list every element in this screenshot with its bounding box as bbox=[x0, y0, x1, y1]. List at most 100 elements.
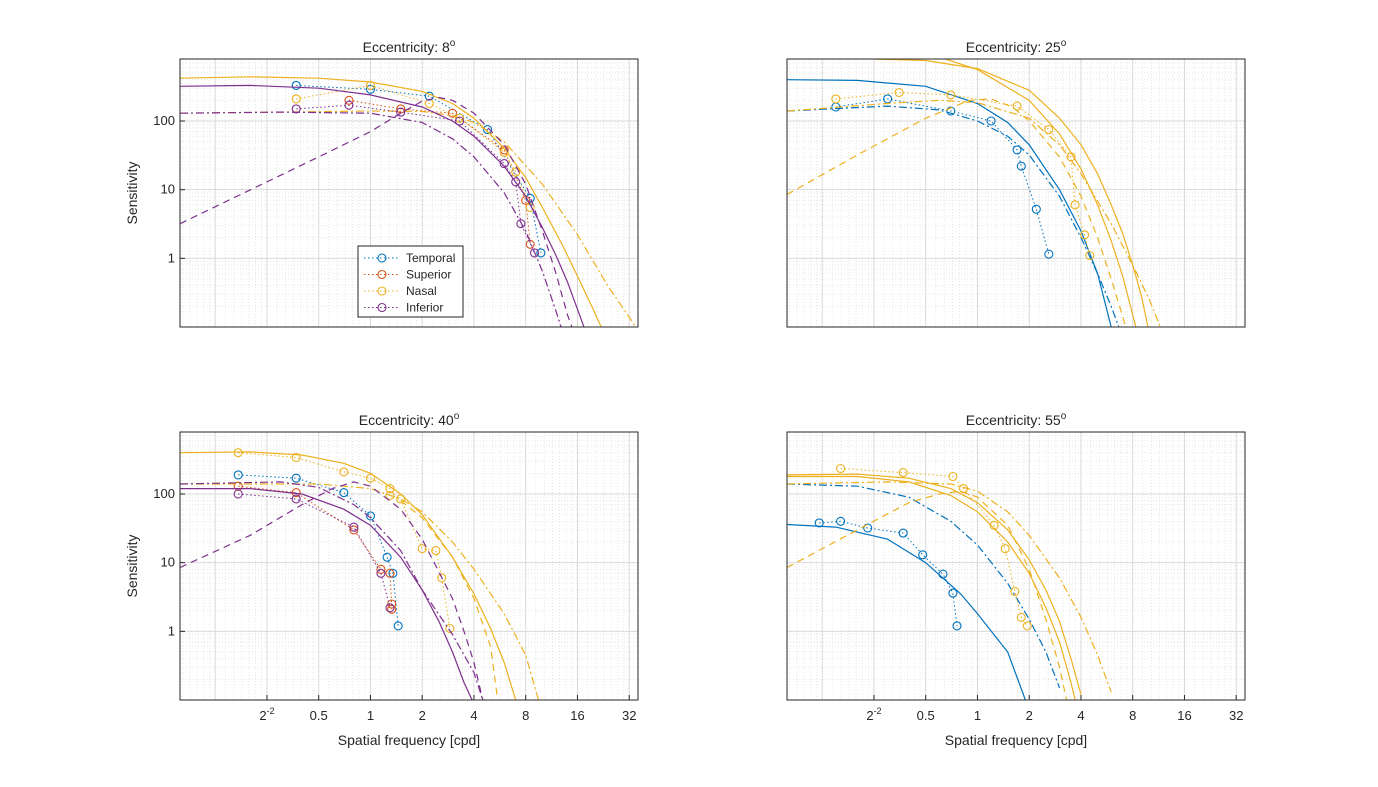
data-point-nasal bbox=[898, 468, 908, 478]
legend-marker-inferior bbox=[377, 302, 387, 313]
data-point-inferior bbox=[376, 568, 386, 578]
data-point-nasal bbox=[437, 573, 447, 583]
data-point-nasal bbox=[291, 94, 301, 104]
plot-area bbox=[787, 59, 1161, 327]
y-tick-label: 100 bbox=[153, 113, 175, 128]
x-tick-label: 32 bbox=[1229, 708, 1243, 723]
fit-curve-nasal bbox=[787, 475, 1076, 700]
x-tick-label: 16 bbox=[1177, 708, 1191, 723]
fit-curve-inferior bbox=[180, 488, 473, 700]
data-line-superior bbox=[348, 99, 531, 245]
data-point-temporal bbox=[1044, 249, 1054, 259]
data-point-inferior bbox=[511, 177, 521, 187]
x-axis-label: Spatial frequency [cpd] bbox=[338, 732, 480, 748]
data-point-temporal bbox=[339, 488, 349, 498]
data-point-inferior bbox=[344, 100, 354, 110]
fit-curve-nasal bbox=[787, 98, 1127, 327]
data-point-nasal bbox=[1016, 612, 1026, 622]
y-tick-label: 1 bbox=[168, 623, 175, 638]
legend-label-nasal: Nasal bbox=[406, 284, 437, 298]
data-point-nasal bbox=[946, 90, 956, 100]
legend: Temporal Superior Nasal Inferior bbox=[357, 245, 464, 318]
data-point-nasal bbox=[365, 473, 376, 483]
data-point-inferior bbox=[499, 159, 509, 169]
data-point-temporal bbox=[365, 84, 376, 94]
axes-box bbox=[179, 58, 639, 328]
data-point-temporal bbox=[948, 588, 958, 598]
axes-box bbox=[786, 431, 1246, 701]
axes-box bbox=[179, 431, 639, 701]
data-point-nasal bbox=[1044, 125, 1054, 135]
y-tick-label: 10 bbox=[161, 182, 175, 197]
fit-curve-inferior bbox=[180, 96, 573, 327]
x-tick-label: 2 bbox=[1026, 708, 1033, 723]
data-point-superior bbox=[385, 568, 395, 578]
data-point-nasal bbox=[1022, 621, 1032, 631]
data-point-nasal bbox=[1010, 586, 1020, 597]
x-tick-label: 4 bbox=[1077, 708, 1084, 723]
fit-curve-nasal bbox=[787, 481, 1112, 693]
data-point-nasal bbox=[831, 94, 841, 104]
legend-label-temporal: Temporal bbox=[406, 251, 455, 265]
data-point-temporal bbox=[952, 621, 962, 631]
x-tick-label: 32 bbox=[622, 708, 636, 723]
data-point-temporal bbox=[233, 470, 243, 480]
legend-label-inferior: Inferior bbox=[406, 301, 443, 315]
data-point-nasal bbox=[365, 80, 376, 90]
data-point-nasal bbox=[1000, 544, 1010, 554]
legend-marker-temporal bbox=[377, 253, 387, 263]
fit-curve-nasal bbox=[180, 76, 602, 327]
fit-curve-temporal bbox=[787, 79, 1112, 327]
data-point-nasal bbox=[385, 490, 395, 501]
data-point-inferior bbox=[291, 494, 301, 504]
plot-area bbox=[787, 463, 1112, 700]
data-point-nasal bbox=[1066, 152, 1076, 162]
data-point-inferior bbox=[516, 219, 526, 229]
data-point-nasal bbox=[455, 113, 465, 123]
data-point-temporal bbox=[863, 523, 873, 533]
data-point-superior bbox=[344, 95, 354, 105]
data-line-temporal bbox=[238, 474, 399, 626]
data-point-temporal bbox=[898, 528, 908, 538]
data-point-nasal bbox=[445, 623, 455, 634]
plot-area bbox=[180, 76, 637, 327]
data-point-temporal bbox=[1012, 145, 1022, 155]
x-tick-label: 1 bbox=[367, 708, 374, 723]
chart-title: Eccentricity: 55o bbox=[966, 411, 1067, 428]
data-point-nasal bbox=[396, 494, 406, 504]
data-line-nasal bbox=[835, 91, 1091, 256]
data-point-inferior bbox=[529, 248, 540, 258]
data-point-inferior bbox=[385, 603, 395, 613]
data-point-temporal bbox=[1016, 161, 1026, 171]
x-tick-label: 0.5 bbox=[310, 708, 328, 723]
data-point-temporal bbox=[388, 568, 398, 578]
data-point-nasal bbox=[1085, 250, 1095, 261]
legend-box bbox=[357, 245, 464, 318]
data-point-superior bbox=[349, 525, 359, 535]
fit-curve-nasal bbox=[787, 473, 1082, 695]
data-point-nasal bbox=[836, 463, 846, 474]
x-tick-label: 16 bbox=[570, 708, 584, 723]
data-point-temporal bbox=[483, 125, 493, 135]
x-tick-label: 4 bbox=[470, 708, 477, 723]
x-tick-label: 1 bbox=[974, 708, 981, 723]
legend-marker-superior bbox=[377, 269, 387, 280]
data-line-nasal bbox=[238, 452, 451, 629]
data-point-temporal bbox=[836, 516, 846, 526]
data-point-temporal bbox=[1031, 204, 1041, 214]
fit-curve-inferior bbox=[180, 481, 484, 700]
data-point-nasal bbox=[894, 87, 904, 98]
data-point-nasal bbox=[948, 471, 958, 482]
data-point-inferior bbox=[233, 489, 243, 499]
data-point-inferior bbox=[396, 107, 406, 117]
data-point-temporal bbox=[938, 569, 948, 579]
fit-curve-nasal bbox=[787, 490, 1068, 700]
data-point-nasal bbox=[291, 452, 301, 463]
data-point-temporal bbox=[291, 473, 301, 483]
fit-curve-temporal bbox=[787, 105, 1120, 327]
fit-curve-inferior bbox=[180, 481, 484, 700]
data-point-inferior bbox=[455, 116, 465, 126]
